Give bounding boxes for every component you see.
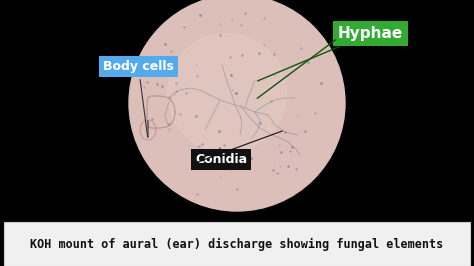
FancyBboxPatch shape — [4, 222, 470, 266]
Text: Hyphae: Hyphae — [257, 26, 403, 81]
Circle shape — [129, 0, 345, 211]
Text: KOH mount of aural (ear) discharge showing fungal elements: KOH mount of aural (ear) discharge showi… — [30, 238, 444, 251]
Text: Conidia: Conidia — [195, 148, 247, 166]
Text: Body cells: Body cells — [103, 60, 174, 137]
Circle shape — [168, 34, 286, 152]
